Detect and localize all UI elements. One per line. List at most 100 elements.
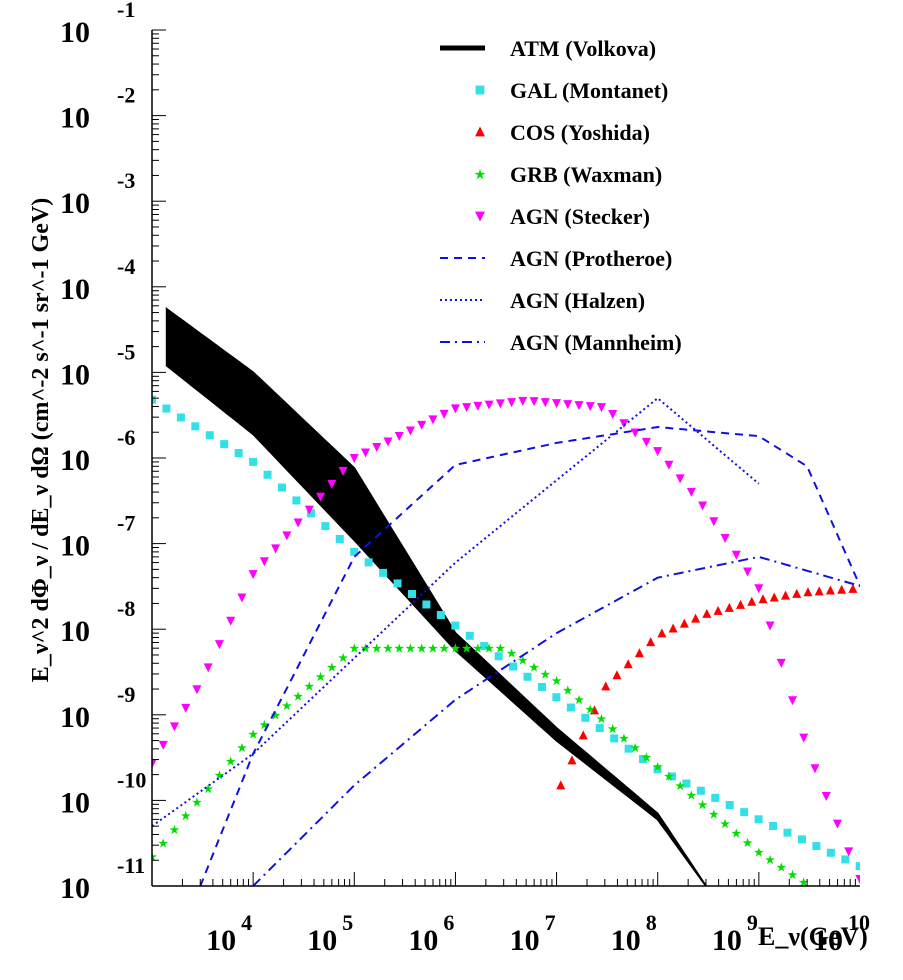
series-atm-volkova [165, 307, 707, 886]
data-point [152, 395, 156, 404]
data-point [480, 642, 489, 651]
data-point: ★ [338, 653, 348, 665]
data-point: ★ [181, 811, 191, 823]
series-gal-montanet [152, 395, 860, 871]
data-point [451, 621, 460, 630]
data-point [725, 801, 734, 810]
data-point [364, 558, 373, 567]
data-point [379, 568, 388, 577]
data-point [277, 483, 286, 492]
data-point [743, 567, 753, 577]
data-point [507, 398, 517, 408]
data-point: ★ [361, 643, 371, 655]
data-point: ★ [686, 790, 696, 802]
data-point [595, 724, 604, 733]
data-point [653, 765, 662, 774]
atm-band [165, 307, 707, 886]
legend-label: AGN (Halzen) [510, 288, 645, 313]
data-point [754, 815, 763, 824]
data-point [191, 422, 200, 431]
data-point [623, 659, 633, 669]
data-point [169, 722, 179, 732]
data-point [709, 517, 719, 527]
data-point [205, 431, 214, 440]
svg-text:-4: -4 [117, 254, 135, 279]
svg-text:4: 4 [241, 910, 252, 935]
data-point [608, 409, 618, 419]
data-point: ★ [192, 797, 202, 809]
data-point [335, 534, 344, 543]
y-axis-label: E_ν^2 dΦ_ν / dE_ν dΩ (cm^-2 s^-1 sr^-1 G… [28, 198, 54, 682]
data-point [574, 401, 584, 411]
data-point: ★ [518, 655, 528, 667]
data-point [776, 658, 786, 668]
legend-swatch [475, 211, 485, 222]
data-point [566, 703, 575, 712]
svg-text:10: 10 [60, 530, 90, 563]
data-point: ★ [507, 648, 517, 660]
data-point: ★ [788, 870, 798, 882]
data-point [686, 487, 696, 497]
x-tick-label: 107 [510, 910, 556, 957]
data-point [203, 663, 213, 673]
data-point [657, 628, 667, 638]
x-axis-label: E_ν(GeV) [758, 922, 868, 951]
series-agn-mannheim [252, 555, 860, 886]
data-point: ★ [529, 662, 539, 674]
data-point: ★ [709, 809, 719, 821]
data-point [740, 808, 749, 817]
data-point [220, 440, 229, 449]
data-point: ★ [248, 729, 258, 741]
data-point [619, 419, 629, 429]
legend-item: AGN (Protheroe) [440, 246, 672, 271]
data-point [691, 613, 701, 623]
data-point [675, 474, 685, 484]
legend-label: AGN (Protheroe) [510, 246, 672, 271]
data-point: ★ [630, 742, 640, 754]
data-point [848, 583, 858, 593]
series-cos-yoshida [556, 583, 858, 790]
legend: ATM (Volkova) GAL (Montanet) COS (Yoshida)… [440, 36, 682, 355]
data-point [462, 403, 472, 413]
data-point [327, 479, 337, 489]
data-layer: ★★★★★★★★★★★★★★★★★★ ★ ★ ★ ★ ★ ★ ★ ★ ★ ★ ★ ★ ★ ★★★★★★★★★… [152, 307, 860, 889]
y-tick-label: 10 -11 [60, 853, 145, 905]
legend-item: AGN (Stecker) [475, 204, 650, 229]
data-point [769, 592, 779, 602]
svg-text:10: 10 [611, 924, 641, 957]
data-point [350, 547, 359, 556]
data-point: ★ [473, 643, 483, 655]
data-point [152, 759, 157, 769]
data-point [393, 579, 402, 588]
data-point [679, 618, 689, 628]
x-tick-label: 108 [611, 910, 657, 957]
data-point [537, 682, 546, 691]
y-tick-label: 10 -10 [60, 767, 146, 819]
data-point [624, 744, 633, 753]
data-point: ★ [743, 837, 753, 849]
data-point: ★ [799, 877, 809, 889]
data-point [529, 397, 539, 407]
data-point [702, 608, 712, 618]
x-tick-label: 106 [408, 910, 454, 957]
data-point [556, 780, 566, 790]
data-point [698, 501, 708, 511]
data-point [271, 544, 281, 554]
y-tick-label: 10 -6 [60, 425, 135, 477]
legend-label: AGN (Stecker) [510, 204, 650, 229]
data-point [664, 460, 674, 470]
data-point: ★ [641, 752, 651, 764]
data-point: ★ [203, 783, 213, 795]
svg-text:-10: -10 [117, 767, 146, 792]
data-point: ★ [383, 643, 393, 655]
data-point [754, 584, 764, 594]
data-point [810, 764, 820, 774]
data-point: ★ [439, 643, 449, 655]
data-point [634, 648, 644, 658]
data-point [263, 470, 272, 479]
data-point [589, 705, 599, 715]
data-point [237, 593, 247, 603]
legend-swatch [475, 126, 485, 137]
x-tick-label: 109 [712, 910, 758, 957]
